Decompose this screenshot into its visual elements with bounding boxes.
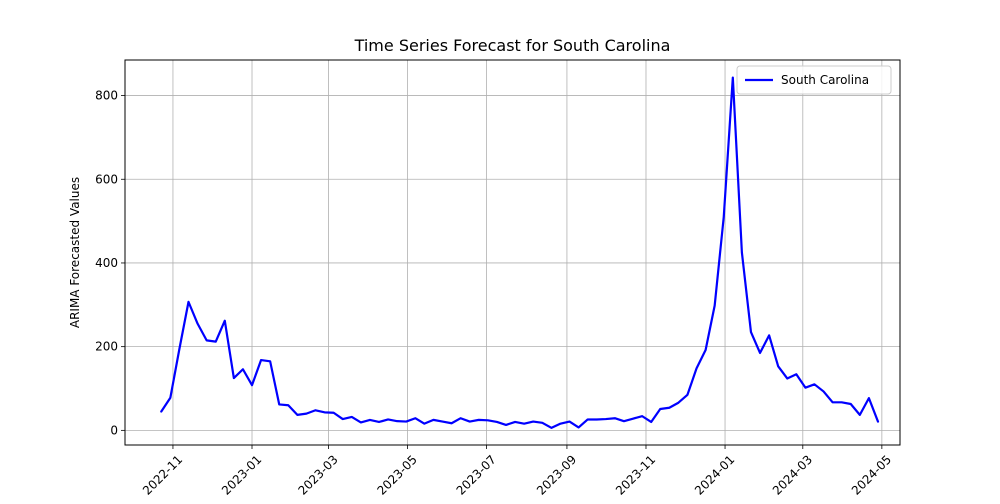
legend-box: [736, 65, 892, 95]
series-line: [160, 76, 880, 429]
y-tick-label: 200: [95, 340, 118, 354]
y-tick-label: 400: [95, 256, 118, 270]
y-tick-label: 0: [110, 423, 118, 437]
legend: South Carolina: [736, 65, 892, 95]
plot-area-frame: [124, 59, 901, 446]
series-layer: [160, 76, 880, 429]
legend-label: South Carolina: [781, 73, 869, 87]
y-tick-label: 800: [95, 89, 118, 103]
chart-title: Time Series Forecast for South Carolina: [354, 36, 671, 55]
y-tick-label: 600: [95, 172, 118, 186]
grid-lines: [125, 60, 900, 445]
y-axis-title: ARIMA Forecasted Values: [68, 177, 82, 328]
y-axis: 0 200 400 600 800: [95, 89, 125, 437]
